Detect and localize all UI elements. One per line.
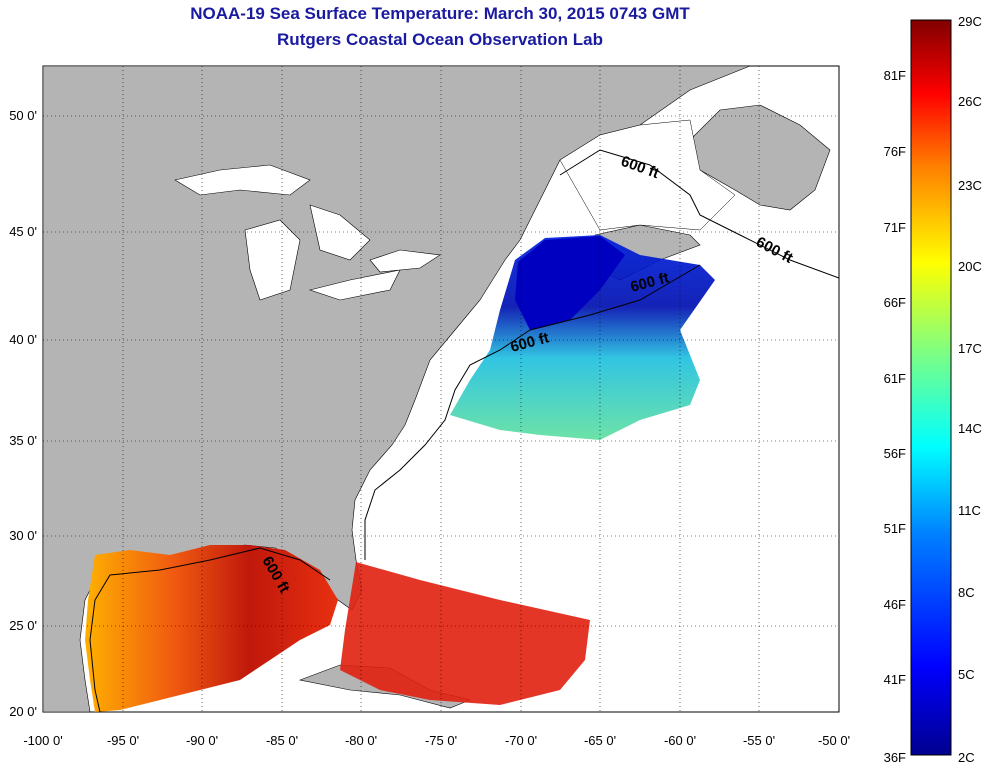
- cb-f-label: 51F: [884, 521, 906, 536]
- map-title: NOAA-19 Sea Surface Temperature: March 3…: [190, 4, 690, 23]
- lon-label: -60 0': [664, 733, 696, 748]
- cb-c-label: 26C: [958, 94, 982, 109]
- lon-label: -55 0': [743, 733, 775, 748]
- lon-label: -80 0': [345, 733, 377, 748]
- lat-label: 50 0': [9, 108, 37, 123]
- lat-label: 25 0': [9, 618, 37, 633]
- cb-f-label: 46F: [884, 597, 906, 612]
- lat-label: 35 0': [9, 433, 37, 448]
- cb-c-label: 5C: [958, 667, 975, 682]
- lon-label: -65 0': [584, 733, 616, 748]
- cb-f-label: 61F: [884, 371, 906, 386]
- cb-f-label: 41F: [884, 672, 906, 687]
- cb-f-label: 66F: [884, 295, 906, 310]
- colorbar-celsius-labels: 29C 26C 23C 20C 17C 14C 11C 8C 5C 2C: [958, 14, 982, 765]
- great-lakes: [174, 164, 441, 301]
- newfoundland-land: [689, 104, 831, 211]
- isobath-600ft: [89, 149, 839, 712]
- cb-c-label: 17C: [958, 341, 982, 356]
- cb-c-label: 20C: [958, 259, 982, 274]
- lon-label: -50 0': [818, 733, 850, 748]
- colorbar-fahrenheit-labels: 81F 76F 71F 66F 61F 56F 51F 46F 41F 36F: [884, 68, 906, 765]
- cb-f-label: 56F: [884, 446, 906, 461]
- lon-label: -85 0': [266, 733, 298, 748]
- cb-c-label: 14C: [958, 421, 982, 436]
- map-subtitle: Rutgers Coastal Ocean Observation Lab: [277, 30, 603, 49]
- lat-label: 20 0': [9, 704, 37, 719]
- lat-grid: [43, 115, 839, 627]
- lon-label: -95 0': [107, 733, 139, 748]
- cb-c-label: 11C: [958, 503, 981, 518]
- cb-c-label: 2C: [958, 750, 975, 765]
- gulf-maine-cold: [515, 236, 625, 330]
- lon-tick-labels: -100 0' -95 0' -90 0' -85 0' -80 0' -75 …: [23, 733, 850, 748]
- lat-label: 45 0': [9, 224, 37, 239]
- cb-f-label: 36F: [884, 750, 906, 765]
- lat-label: 30 0': [9, 528, 37, 543]
- cb-c-label: 8C: [958, 585, 975, 600]
- lon-label: -90 0': [186, 733, 218, 748]
- gulf-sst-swath: [85, 545, 338, 712]
- cb-f-label: 71F: [884, 220, 906, 235]
- lon-label: -70 0': [505, 733, 537, 748]
- colorbar: [910, 19, 952, 756]
- cb-c-label: 23C: [958, 178, 982, 193]
- lat-label: 40 0': [9, 332, 37, 347]
- cb-f-label: 81F: [884, 68, 906, 83]
- caribbean-sst-swath: [340, 562, 590, 705]
- lon-label: -100 0': [23, 733, 62, 748]
- lat-tick-labels: 20 0' 25 0' 30 0' 35 0' 40 0' 45 0' 50 0…: [9, 108, 37, 719]
- st-lawrence-water: [559, 119, 736, 231]
- lon-label: -75 0': [425, 733, 457, 748]
- cb-c-label: 29C: [958, 14, 982, 29]
- cb-f-label: 76F: [884, 144, 906, 159]
